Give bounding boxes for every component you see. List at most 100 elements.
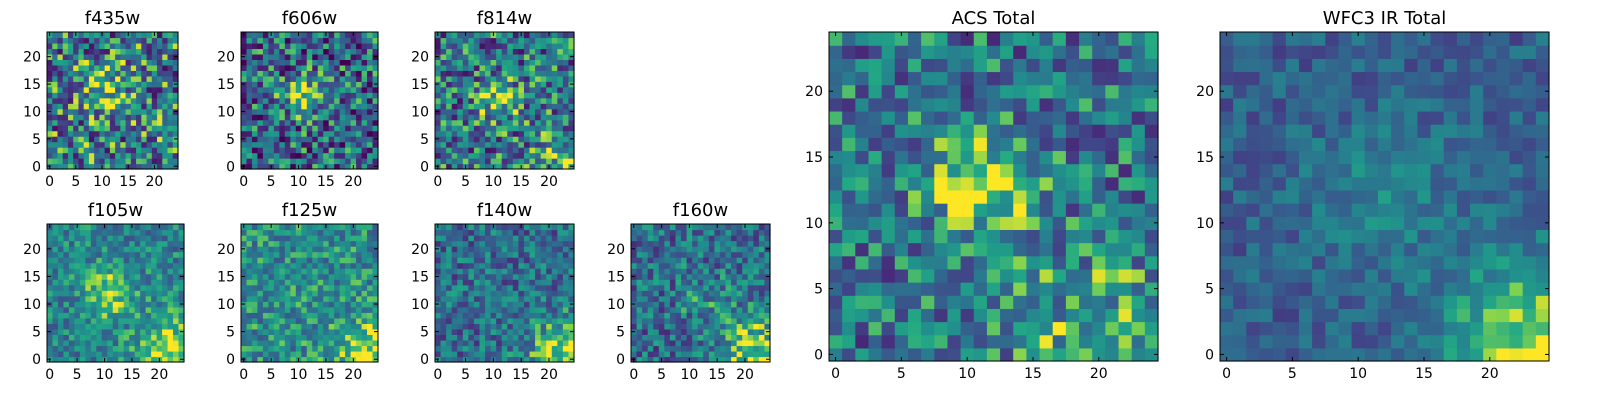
heatmap-cell [317,75,324,82]
heatmap-cell [562,48,570,55]
heatmap-cell [350,273,357,280]
heatmap-cell [435,97,442,104]
heatmap-cell [99,158,106,165]
heatmap-cell [104,59,111,66]
heatmap-cell [273,141,280,148]
heatmap-cell [451,268,458,275]
heatmap-cell [47,92,53,99]
heatmap-cell [562,114,570,121]
heatmap-cell [312,163,319,170]
heatmap-cell [921,268,935,283]
heatmap-cell [692,257,699,264]
heatmap-cell [356,334,363,341]
heatmap-cell [339,48,346,55]
x-tick-label: 5 [267,367,276,383]
heatmap-cell [123,317,130,324]
heatmap-cell [251,163,259,170]
heatmap-cell [140,345,147,352]
panel-title: f606w [282,8,337,29]
heatmap-cell [246,356,253,363]
heatmap-cell [1131,242,1146,257]
heatmap-cell [350,141,357,148]
heatmap-cell [145,251,152,258]
heatmap-cell [496,75,503,82]
heatmap-cell [301,229,308,236]
heatmap-cell [372,64,379,71]
heatmap-cell [257,328,264,335]
heatmap-cell [350,306,357,313]
heatmap-cell [642,224,649,231]
heatmap-cell [446,53,453,60]
heatmap-cell [753,262,760,269]
heatmap-cell [675,345,682,352]
heatmap-cell [703,229,710,236]
heatmap-cell [658,251,665,258]
heatmap-cell [356,284,363,291]
heatmap-cell [725,323,732,330]
heatmap-cell [736,229,743,236]
heatmap-cell [1013,268,1027,283]
heatmap-cell [151,317,158,324]
heatmap-cell [301,240,308,247]
heatmap-cell [157,158,163,165]
heatmap-cell [141,37,148,44]
heatmap-cell [451,356,458,363]
heatmap-cell [1000,176,1014,191]
heatmap-cell [557,114,564,121]
heatmap-cell [496,339,503,347]
heatmap-cell [96,345,103,352]
heatmap-cell [1052,203,1067,217]
heatmap-cell [120,53,127,60]
heatmap-cell [350,246,357,253]
heatmap-cell [631,262,638,269]
heatmap-cell [257,163,264,170]
heatmap-cell [708,268,715,275]
heatmap-cell [529,158,536,165]
heatmap-cell [273,48,280,55]
heatmap-cell [529,136,536,143]
heatmap-cell [1131,282,1146,296]
heatmap-cell [1026,163,1041,178]
heatmap-cell [85,339,92,347]
heatmap-cell [262,37,269,44]
heatmap-cell [535,251,542,258]
heatmap-cell [85,323,92,330]
heatmap-cell [725,284,732,291]
heatmap-cell [257,103,264,110]
heatmap-cell [496,312,503,319]
heatmap-cell [440,147,447,154]
heatmap-cell [295,317,302,324]
heatmap-cell [523,163,531,170]
heatmap-cell [295,284,302,291]
heatmap-cell [47,334,54,341]
heatmap-cell [372,103,379,110]
heatmap-cell [68,235,75,242]
heatmap-cell [145,339,152,347]
heatmap-cell [529,251,536,258]
heatmap-cell [136,81,142,88]
heatmap-cell [501,295,508,302]
heatmap-cell [123,224,130,231]
heatmap-cell [57,108,64,115]
heatmap-cell [246,312,253,319]
heatmap-cell [151,323,158,330]
heatmap-cell [692,301,699,308]
heatmap-cell [468,240,475,247]
heatmap-cell [317,42,324,50]
heatmap-cell [345,356,352,363]
heatmap-cell [440,328,447,335]
heatmap-cell [546,345,553,352]
heatmap-cell [496,86,503,93]
heatmap-cell [290,334,297,341]
heatmap-cell [306,295,313,302]
heatmap-cell [125,42,132,50]
heatmap-cell [178,339,185,347]
heatmap-cell [546,295,553,302]
heatmap-cell [529,339,536,347]
heatmap-cell [451,119,458,126]
heatmap-cell [173,301,180,308]
x-tick-label: 10 [290,174,308,190]
heatmap-cell [173,339,180,347]
heatmap-cell [345,290,352,297]
heatmap-cell [323,92,330,99]
